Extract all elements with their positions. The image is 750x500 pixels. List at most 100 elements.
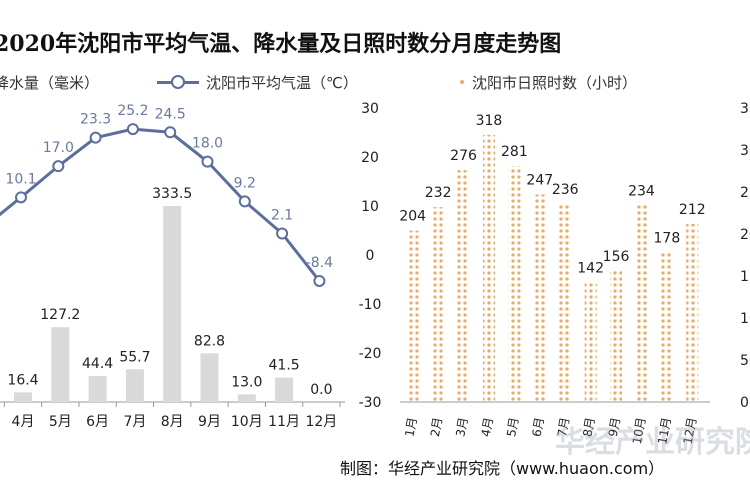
right-right-y-tick-label: 50 <box>740 353 750 369</box>
legend-temp: 沈阳市平均气温（℃） <box>206 74 358 92</box>
precip-bar <box>14 392 32 402</box>
precip-value-label: 0.0 <box>310 382 332 398</box>
right-right-y-tick-label: 100 <box>740 311 750 327</box>
temp-value-label: 18.0 <box>192 136 223 152</box>
sun-bar <box>533 194 546 402</box>
left-x-tick-label: 5月 <box>49 414 72 430</box>
temp-value-label: 17.0 <box>43 140 74 156</box>
right-x-tick-label: 5月 <box>504 416 521 438</box>
precip-bar <box>125 369 144 402</box>
temp-point <box>52 160 65 173</box>
temp-point <box>201 155 214 168</box>
sun-value-label: 281 <box>501 144 528 160</box>
sun-bar <box>610 270 623 402</box>
right-x-tick-label: 9月 <box>606 416 623 438</box>
left-x-tick-label: 8月 <box>161 414 184 430</box>
right-chart: 3020100-10-20-30350300250200150100500204… <box>359 101 750 445</box>
precip-value-label: 44.4 <box>82 356 113 372</box>
precip-bar <box>163 206 182 402</box>
temp-value-label: -8.4 <box>306 255 333 271</box>
right-right-y-tick-label: 350 <box>740 101 750 117</box>
right-right-y-tick-label: 150 <box>740 269 750 285</box>
sun-bar <box>660 252 673 402</box>
right-x-tick-label: 11月 <box>655 416 674 445</box>
right-x-tick-label: 2月 <box>428 416 445 438</box>
temp-point <box>126 123 139 136</box>
right-left-y-tick-label: 10 <box>361 199 379 215</box>
precip-value-label: 55.7 <box>119 349 150 365</box>
temp-value-label: 9.2 <box>234 175 256 191</box>
right-x-tick-label: 4月 <box>479 416 496 438</box>
sun-value-label: 204 <box>399 209 426 225</box>
left-x-tick-label: 9月 <box>198 414 221 430</box>
temp-value-label: 25.2 <box>117 103 148 119</box>
sun-value-label: 236 <box>552 182 579 198</box>
footer-credit: 制图：华经产业研究院（www.huaon.com） <box>340 459 665 478</box>
temp-point <box>276 227 289 240</box>
precip-bar <box>51 327 70 402</box>
precip-bar <box>88 375 107 402</box>
right-left-y-tick-label: 0 <box>366 248 375 264</box>
left-x-tick-label: 12月 <box>305 414 337 430</box>
temp-value-label: 24.5 <box>155 106 186 122</box>
sun-bar <box>432 207 445 402</box>
precip-bar <box>237 394 256 402</box>
sun-bar <box>457 170 470 402</box>
legend-sun-swatch <box>460 80 464 84</box>
sun-bar <box>686 223 699 402</box>
left-x-tick-label: 6月 <box>86 414 109 430</box>
sun-value-label: 247 <box>526 173 553 189</box>
sun-value-label: 156 <box>603 249 630 265</box>
precip-value-label: 82.8 <box>194 333 225 349</box>
sun-value-label: 178 <box>654 230 681 246</box>
precip-value-label: 41.5 <box>269 358 300 374</box>
sun-bar <box>584 282 597 402</box>
sun-bar <box>508 165 521 402</box>
legend-sun: 沈阳市日照时数（小时） <box>472 74 638 92</box>
chart-title: 2020年沈阳市平均气温、降水量及日照时数分月度走势图 <box>0 31 562 57</box>
precip-value-label: 16.4 <box>7 372 38 388</box>
sun-value-label: 234 <box>628 183 655 199</box>
right-right-y-tick-label: 300 <box>740 143 750 159</box>
precip-bar <box>200 353 219 402</box>
temp-line <box>0 127 321 282</box>
right-x-tick-label: 10月 <box>630 416 649 445</box>
temp-point <box>89 131 102 144</box>
temp-value-label: 23.3 <box>80 112 111 128</box>
temp-point <box>164 126 177 139</box>
temp-point <box>238 195 251 208</box>
left-chart: 16.4 4月 127.2 5月 44.4 6月 55.7 7月 333.5 8月 82.8 9月 13… <box>0 103 345 430</box>
right-x-tick-label: 3月 <box>453 416 470 438</box>
left-x-tick-label: 11月 <box>268 414 300 430</box>
right-x-tick-label: 7月 <box>555 416 572 438</box>
right-right-y-tick-label: 250 <box>740 185 750 201</box>
sun-value-label: 142 <box>577 261 604 277</box>
right-left-y-tick-label: -20 <box>359 346 382 362</box>
sun-value-label: 212 <box>679 202 706 218</box>
right-left-y-tick-label: 30 <box>361 101 379 117</box>
sun-value-label: 318 <box>476 113 503 129</box>
sun-value-label: 232 <box>425 185 452 201</box>
temp-value-label: 2.1 <box>271 208 293 224</box>
temp-value-label: 10.1 <box>5 171 36 187</box>
temp-point <box>313 274 326 287</box>
right-left-y-tick-label: 20 <box>361 150 379 166</box>
sun-bar <box>482 134 495 402</box>
right-x-tick-label: 1月 <box>402 416 419 438</box>
left-x-tick-label: 4月 <box>12 414 35 430</box>
right-x-tick-label: 8月 <box>580 416 597 438</box>
precip-bar <box>275 377 294 402</box>
precip-value-label: 13.0 <box>231 374 262 390</box>
legend-line-marker <box>171 75 185 89</box>
right-right-y-tick-label: 0 <box>740 395 749 411</box>
left-x-tick-label: 10月 <box>231 414 263 430</box>
legend-precip: 降水量（毫米） <box>0 74 100 92</box>
sun-bar <box>635 205 648 402</box>
sun-value-label: 276 <box>450 148 477 164</box>
right-x-tick-label: 6月 <box>530 416 547 438</box>
precip-value-label: 127.2 <box>40 307 80 323</box>
sun-bar <box>559 203 572 402</box>
watermark: 华经产业研究院 <box>555 425 750 460</box>
